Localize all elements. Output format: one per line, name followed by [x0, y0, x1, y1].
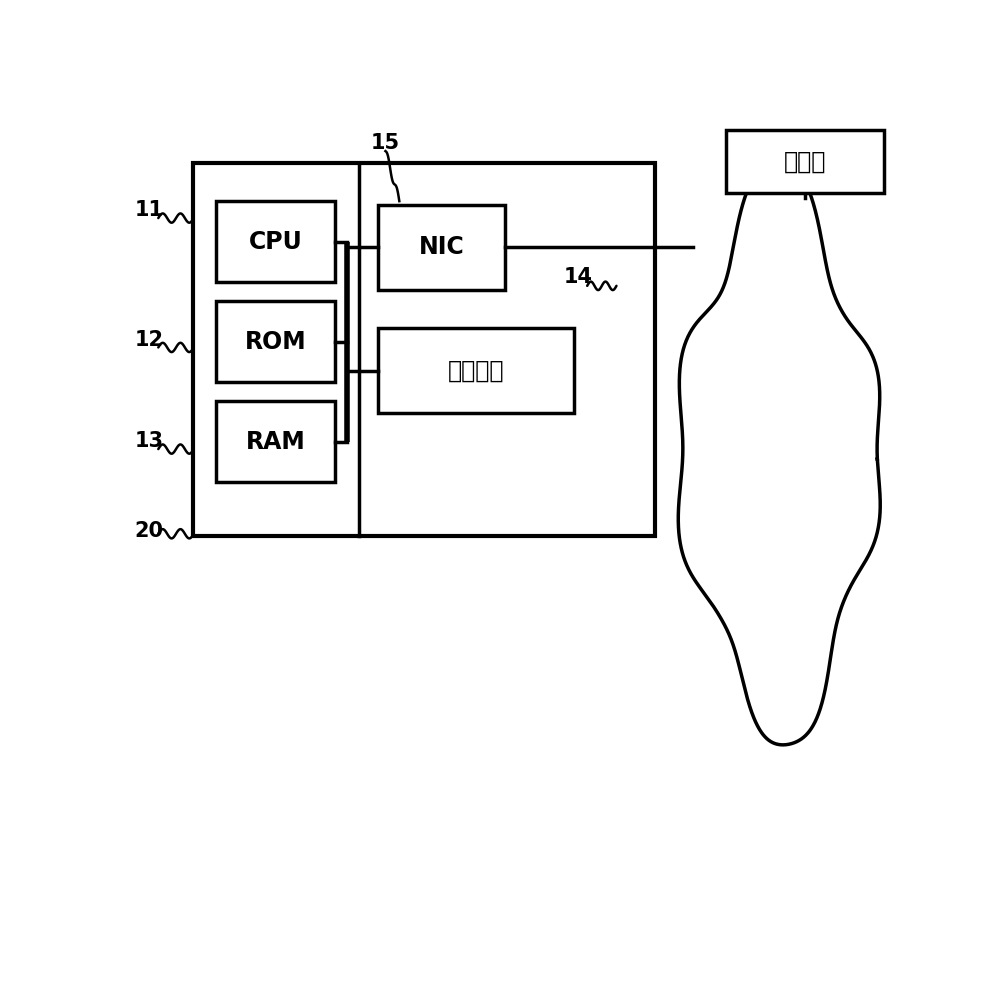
Text: ROM: ROM — [245, 330, 307, 354]
Bar — [726, 130, 884, 193]
Text: CPU: CPU — [249, 229, 303, 254]
Text: 15: 15 — [371, 133, 400, 153]
Bar — [216, 301, 335, 382]
Text: 13: 13 — [135, 431, 164, 451]
Text: 14: 14 — [563, 267, 592, 287]
Text: RAM: RAM — [246, 429, 306, 454]
Text: 服务器: 服务器 — [784, 149, 826, 174]
Bar — [216, 401, 335, 482]
Text: 12: 12 — [135, 330, 164, 350]
Text: 20: 20 — [135, 521, 164, 541]
Bar — [378, 205, 505, 290]
Polygon shape — [678, 158, 880, 745]
Bar — [193, 162, 655, 536]
Text: 11: 11 — [135, 200, 164, 220]
Bar — [216, 201, 335, 282]
Text: NIC: NIC — [418, 235, 464, 259]
Text: 存储装置: 存储装置 — [448, 359, 504, 382]
Bar — [378, 329, 574, 413]
